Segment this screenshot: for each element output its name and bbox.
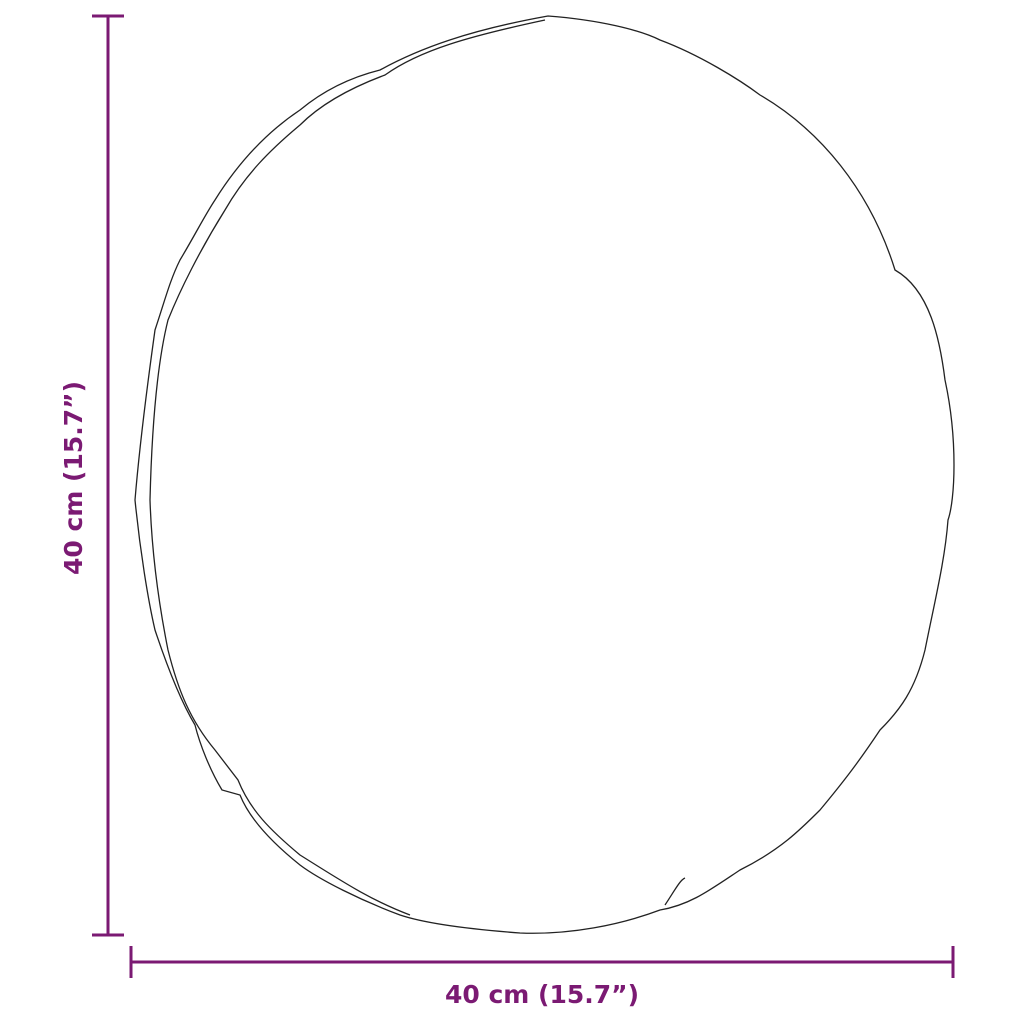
mirror-inner-edge bbox=[149, 19, 546, 916]
height-label: 40 cm (15.7”) bbox=[59, 381, 88, 575]
mirror-chip-mark bbox=[664, 877, 686, 906]
width-label: 40 cm (15.7”) bbox=[445, 980, 639, 1009]
height-dimension bbox=[92, 14, 124, 937]
width-dimension bbox=[129, 946, 955, 978]
mirror-outline bbox=[134, 15, 955, 934]
mirror-outer-edge bbox=[134, 15, 955, 934]
